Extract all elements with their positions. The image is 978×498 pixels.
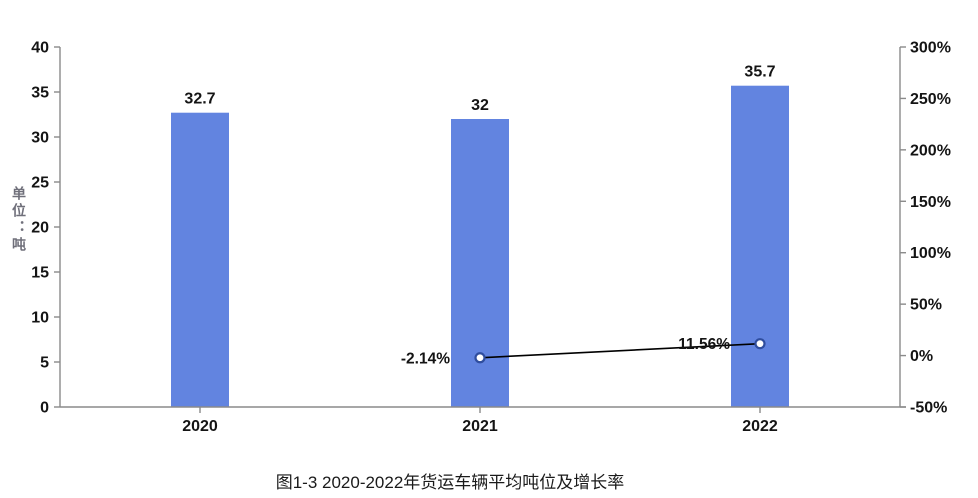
left-axis-tick-label: 5 (40, 355, 49, 372)
x-axis-label-2022: 2022 (742, 418, 778, 435)
growth-line (479, 342, 761, 359)
line-value-label-2021: -2.14% (401, 350, 450, 367)
left-axis-tick-label: 40 (31, 40, 49, 57)
right-axis-tick-label: -50% (910, 400, 947, 417)
left-axis-tick-label: 30 (31, 130, 49, 147)
x-axis-label-2021: 2021 (462, 418, 498, 435)
right-axis-tick-label: 300% (910, 40, 951, 57)
bar-2020 (171, 112, 229, 407)
right-axis-tick-label: 250% (910, 91, 951, 108)
line-marker-2021 (474, 352, 486, 364)
left-axis-tick-label: 25 (31, 175, 49, 192)
line-marker-2022 (754, 338, 766, 350)
right-axis-tick-label: 0% (910, 348, 933, 365)
right-axis-tick-label: 50% (910, 297, 942, 314)
left-axis-tick-label: 10 (31, 310, 49, 327)
left-axis-title: 单位：吨 (11, 186, 27, 254)
combo-chart: 32.7 32 35.7 0 5 10 15 20 25 30 35 40 -50% 0% 50% 100% 1… (31, 40, 951, 436)
left-axis-tick-label: 0 (40, 400, 49, 417)
bar-2022 (731, 85, 789, 407)
left-axis-tick-label: 15 (31, 265, 49, 282)
right-axis-tick-label: 200% (910, 142, 951, 159)
figure-caption: 图1-3 2020-2022年货运车辆平均吨位及增长率 (275, 473, 625, 492)
bar-2021 (451, 119, 509, 407)
bar-value-label-2020: 32.7 (184, 91, 215, 108)
x-axis-label-2020: 2020 (182, 418, 218, 435)
right-axis-tick-label: 100% (910, 245, 951, 262)
right-axis-tick-label: 150% (910, 194, 951, 211)
bar-value-label-2022: 35.7 (744, 64, 775, 81)
left-axis-tick-label: 20 (31, 220, 49, 237)
left-axis-tick-label: 35 (31, 85, 49, 102)
bar-value-label-2021: 32 (471, 97, 489, 114)
line-value-label-2022: 11.56% (678, 336, 730, 353)
